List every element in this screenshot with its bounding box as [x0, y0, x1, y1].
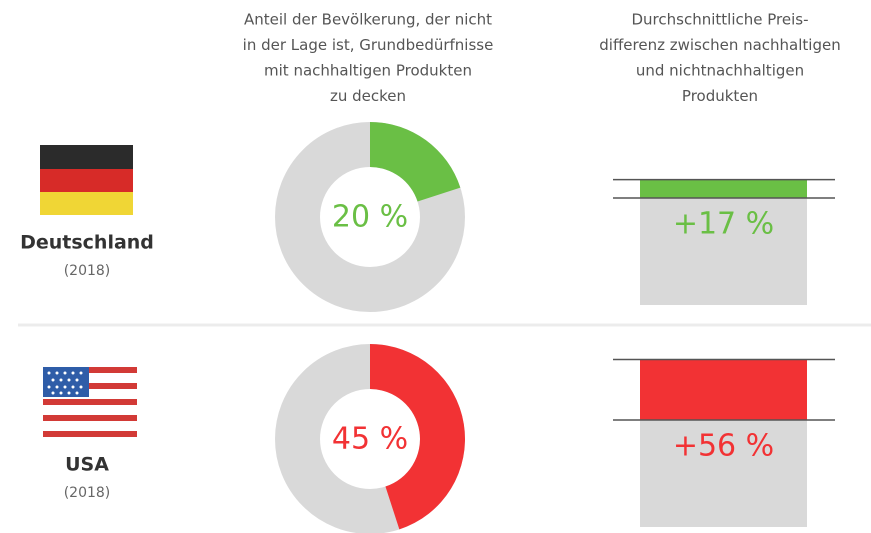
- column-header: Durchschnittliche Preis-: [632, 11, 809, 29]
- donut-segment: [370, 122, 461, 202]
- column-header: und nichtnachhaltigen: [636, 62, 804, 80]
- price-label: +56 %: [673, 429, 774, 464]
- year: (2018): [64, 263, 111, 279]
- column-header: Produkten: [682, 87, 758, 105]
- price-bar: [640, 359, 807, 420]
- column-header: Anteil der Bevölkerung, der nicht: [244, 11, 492, 29]
- price-label: +17 %: [673, 207, 774, 242]
- column-header: mit nachhaltigen Produkten: [264, 62, 472, 80]
- column-header: differenz zwischen nachhaltigen: [599, 36, 840, 54]
- year: (2018): [64, 485, 111, 501]
- price-bar: [640, 179, 807, 198]
- price-base-box: [640, 198, 807, 305]
- donut-segment: [370, 344, 465, 530]
- country-name: Deutschland: [20, 232, 154, 254]
- price-base-box: [640, 420, 807, 527]
- share-label: 20 %: [332, 200, 408, 235]
- column-header: zu decken: [330, 87, 406, 105]
- flag-usa: [43, 367, 137, 437]
- country-name: USA: [65, 454, 109, 476]
- flag-germany: [40, 145, 133, 215]
- column-header: in der Lage ist, Grundbedürfnisse: [243, 36, 494, 54]
- share-label: 45 %: [332, 422, 408, 457]
